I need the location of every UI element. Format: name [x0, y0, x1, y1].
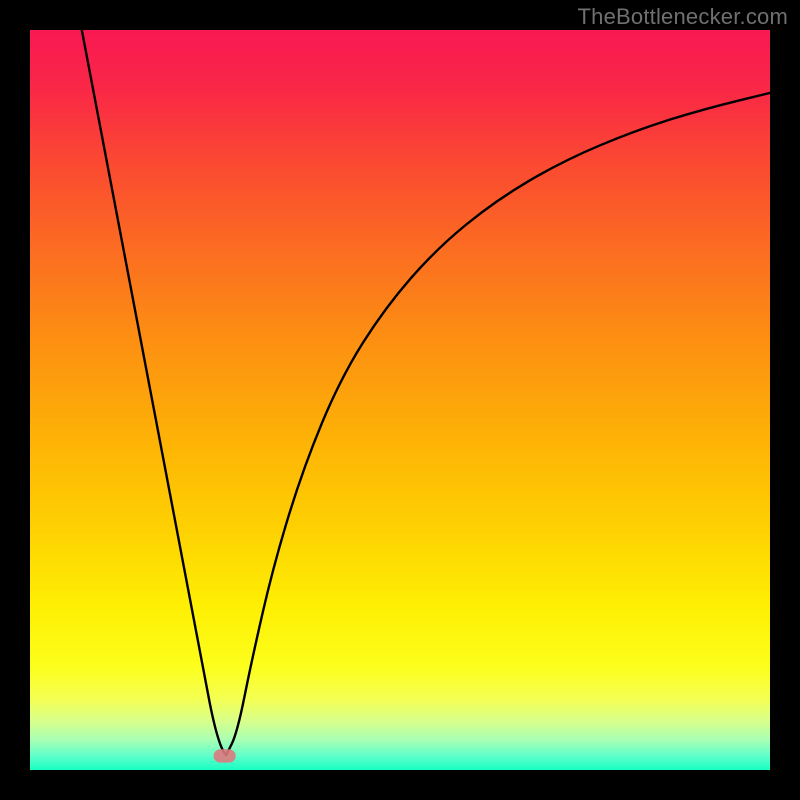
watermark-text: TheBottlenecker.com	[578, 4, 788, 30]
curve-layer	[30, 30, 770, 770]
minimum-marker	[214, 749, 236, 762]
plot-area	[30, 30, 770, 770]
chart-container: TheBottlenecker.com	[0, 0, 800, 800]
bottleneck-curve	[82, 30, 770, 755]
